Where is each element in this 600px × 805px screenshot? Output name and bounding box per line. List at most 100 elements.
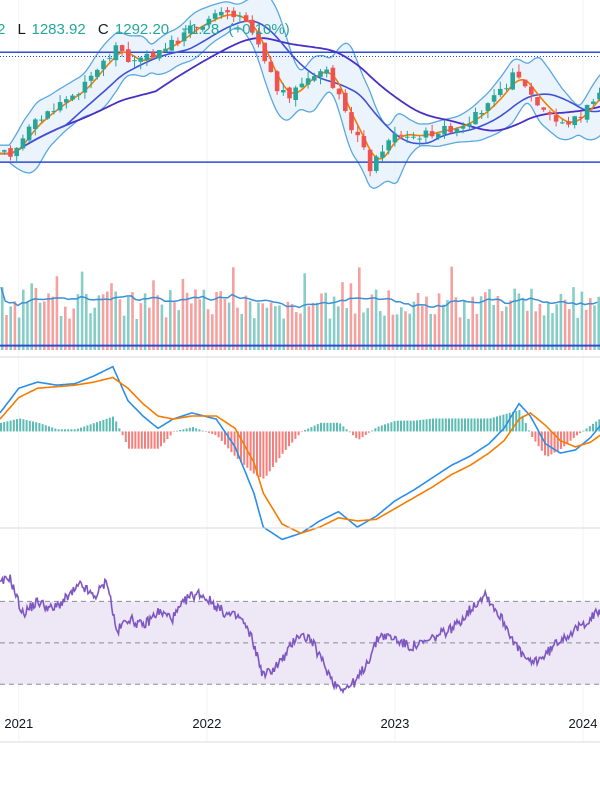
volume-bar <box>30 283 33 350</box>
volume-bar <box>421 305 424 350</box>
macd-histogram-bar <box>502 414 505 432</box>
candle <box>318 69 323 85</box>
macd-histogram-bar <box>592 423 594 432</box>
macd-histogram-bar <box>579 431 582 434</box>
macd-histogram-bar <box>588 426 591 432</box>
candle-body <box>194 26 199 28</box>
candle-body <box>429 131 435 137</box>
candle <box>219 7 224 19</box>
legend-change-pct: (+0.10%) <box>228 21 289 38</box>
macd-histogram-bar <box>0 422 2 432</box>
candle <box>188 20 193 39</box>
macd-histogram-bar <box>6 421 9 432</box>
volume-bar <box>290 303 294 350</box>
macd-histogram-bar <box>521 415 524 432</box>
price-panel <box>0 0 600 189</box>
candle <box>566 116 571 128</box>
volume-bar <box>38 302 42 350</box>
candle <box>485 102 491 119</box>
macd-histogram-bar <box>348 431 351 433</box>
candle-body <box>361 136 367 148</box>
volume-bar <box>311 302 315 350</box>
candle-body <box>287 87 292 99</box>
macd-histogram-bar <box>371 430 374 432</box>
macd-histogram-bar <box>486 418 489 432</box>
volume-bar <box>9 306 12 350</box>
macd-histogram-bar <box>128 431 130 449</box>
candle <box>560 119 565 125</box>
macd-histogram-bar <box>179 430 182 432</box>
volume-bar <box>1 287 4 350</box>
macd-histogram-bar <box>476 418 479 432</box>
macd-histogram-bar <box>214 431 217 436</box>
volume-bar <box>307 306 311 350</box>
candle <box>547 110 553 121</box>
volume-bar <box>17 317 21 350</box>
candle <box>281 83 286 96</box>
volume-bar <box>597 296 600 350</box>
candle <box>231 7 236 23</box>
macd-histogram-bar <box>144 431 146 449</box>
macd-histogram-bar <box>576 431 578 436</box>
candle <box>64 96 69 109</box>
macd-histogram-bar <box>108 417 111 432</box>
volume-bar <box>135 319 138 350</box>
volume-bar <box>530 288 533 350</box>
candle <box>243 12 249 23</box>
candle <box>181 29 187 47</box>
macd-histogram-bar <box>220 431 223 441</box>
candle <box>101 59 106 77</box>
macd-histogram-bar <box>332 422 335 432</box>
candle <box>417 136 422 146</box>
candle <box>510 68 515 91</box>
macd-histogram-bar <box>422 419 425 432</box>
macd-histogram-bar <box>307 428 310 432</box>
volume-bar <box>219 291 222 350</box>
macd-histogram-bar <box>419 420 422 432</box>
macd-histogram-bar <box>22 419 25 432</box>
candle-body <box>206 18 212 25</box>
volume-bar <box>169 290 172 350</box>
macd-histogram-bar <box>595 421 598 432</box>
macd-histogram-bar <box>496 416 498 432</box>
candle <box>8 145 13 161</box>
candle-body <box>281 90 286 93</box>
volume-bar <box>265 307 269 350</box>
volume-bar <box>320 293 323 350</box>
candle-body <box>76 94 81 96</box>
volume-bar <box>51 296 54 350</box>
candle-body <box>392 133 398 143</box>
volume-bar <box>496 295 500 350</box>
candle-body <box>535 97 540 106</box>
macd-histogram-bar <box>377 426 380 432</box>
legend-open-fragment: 2 <box>0 21 5 38</box>
macd-histogram-bar <box>188 427 191 432</box>
macd-histogram-bar <box>454 418 457 432</box>
volume-bar <box>164 317 168 350</box>
candle <box>20 134 26 151</box>
macd-histogram-bar <box>297 431 300 436</box>
macd-histogram-bar <box>313 425 316 432</box>
volume-bar <box>446 300 449 350</box>
volume-bar <box>22 289 25 350</box>
candle-body <box>45 111 50 119</box>
volume-bar <box>442 304 445 350</box>
candle <box>386 138 391 155</box>
candle <box>126 41 131 63</box>
volume-bar <box>509 300 512 350</box>
candle <box>448 122 453 134</box>
macd-histogram-bar <box>550 431 553 455</box>
macd-histogram-bar <box>92 423 95 432</box>
candle-body <box>572 116 577 126</box>
macd-histogram-bar <box>41 424 44 432</box>
volume-bar <box>395 314 399 350</box>
candle-body <box>398 134 404 136</box>
candle <box>250 15 255 36</box>
macd-histogram-bar <box>464 418 466 432</box>
x-axis-tick-label-2: 2023 <box>380 716 409 731</box>
volume-bar <box>471 296 474 350</box>
macd-histogram-bar <box>262 431 265 479</box>
volume-bar <box>223 299 227 350</box>
candle <box>163 43 168 53</box>
macd-histogram-bar <box>483 418 486 432</box>
